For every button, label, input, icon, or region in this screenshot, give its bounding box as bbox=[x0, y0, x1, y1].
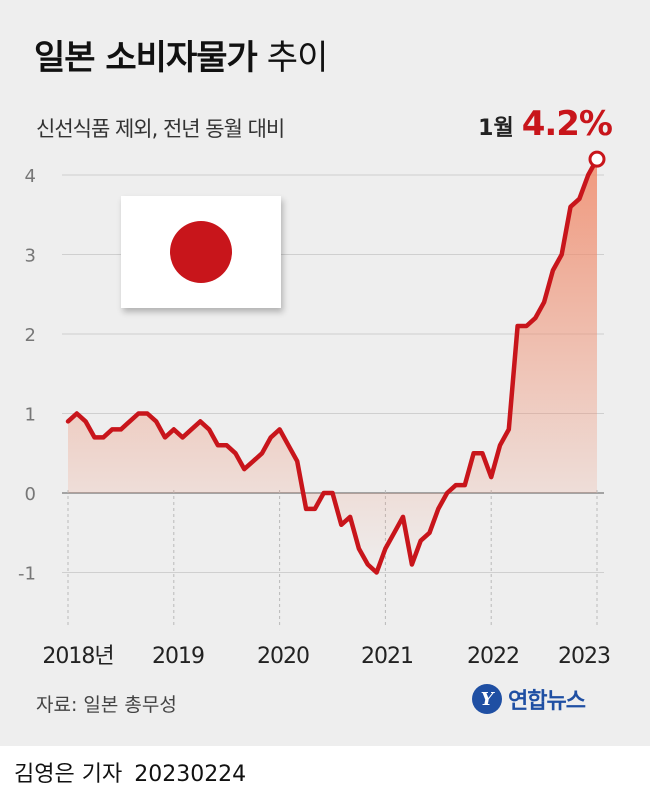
data-point bbox=[287, 444, 290, 447]
data-point bbox=[190, 428, 193, 431]
data-point bbox=[119, 428, 122, 431]
area-fill-layer bbox=[68, 159, 597, 573]
data-point bbox=[181, 436, 184, 439]
data-point bbox=[551, 269, 554, 272]
data-point bbox=[349, 515, 352, 518]
data-point bbox=[322, 492, 325, 495]
data-point bbox=[393, 531, 396, 534]
y-axis-ticks: -1 0 1 2 3 4 bbox=[18, 166, 36, 585]
data-point bbox=[419, 539, 422, 542]
title-main: 일본 소비자물가 bbox=[34, 38, 258, 78]
data-point bbox=[102, 436, 105, 439]
x-tick-label: 2020 bbox=[257, 644, 309, 669]
data-point bbox=[587, 174, 590, 177]
credit-date: 20230224 bbox=[134, 762, 247, 787]
latest-value-callout: 1월 4.2% bbox=[478, 104, 613, 144]
data-point bbox=[569, 205, 572, 208]
page-title: 일본 소비자물가 추이 bbox=[34, 30, 329, 79]
data-point bbox=[578, 197, 581, 200]
data-point bbox=[463, 484, 466, 487]
chart-subtitle: 신선식품 제외, 전년 동월 대비 bbox=[36, 117, 285, 141]
data-point bbox=[437, 507, 440, 510]
data-point bbox=[472, 452, 475, 455]
data-point bbox=[225, 444, 228, 447]
y-tick-label: 0 bbox=[25, 484, 36, 505]
data-point bbox=[164, 436, 167, 439]
data-point bbox=[331, 492, 334, 495]
data-point bbox=[525, 325, 528, 328]
y-tick-label: 4 bbox=[25, 166, 36, 187]
line-layer bbox=[65, 156, 600, 575]
data-point bbox=[410, 563, 413, 566]
latest-value-marker bbox=[588, 150, 606, 168]
data-point bbox=[172, 428, 175, 431]
data-point bbox=[296, 460, 299, 463]
data-point bbox=[507, 428, 510, 431]
data-point bbox=[481, 452, 484, 455]
data-point bbox=[208, 428, 211, 431]
title-suffix: 추이 bbox=[266, 38, 329, 78]
y-tick-label: 3 bbox=[25, 246, 36, 267]
x-tick-label: 2023 bbox=[558, 644, 610, 669]
area-fill bbox=[68, 159, 597, 573]
japan-flag-icon bbox=[121, 196, 281, 308]
x-tick-label: 2021 bbox=[361, 644, 413, 669]
cpi-area-chart: -1 0 1 2 3 4 2018년 2019 2020 2021 2022 2023 bbox=[18, 150, 611, 669]
data-point bbox=[305, 507, 308, 510]
callout-label: 1월 bbox=[478, 116, 514, 141]
data-point bbox=[75, 412, 78, 415]
year-guide-lines bbox=[67, 490, 598, 625]
data-point bbox=[313, 507, 316, 510]
data-point bbox=[155, 420, 158, 423]
yonhap-logo-text: 연합뉴스 bbox=[508, 689, 586, 714]
data-point bbox=[384, 547, 387, 550]
y-tick-label: 2 bbox=[25, 325, 36, 346]
data-point bbox=[261, 452, 264, 455]
data-point bbox=[446, 492, 449, 495]
data-point bbox=[234, 452, 237, 455]
y-tick-label: -1 bbox=[18, 564, 36, 585]
data-point bbox=[402, 515, 405, 518]
data-point bbox=[357, 547, 360, 550]
reporter-credit: 김영은 기자 20230224 bbox=[14, 756, 246, 788]
data-point bbox=[252, 460, 255, 463]
x-tick-label: 2022 bbox=[467, 644, 519, 669]
y-tick-label: 1 bbox=[25, 405, 36, 426]
data-point bbox=[454, 484, 457, 487]
x-axis-ticks: 2018년 2019 2020 2021 2022 2023 bbox=[42, 644, 611, 669]
data-point bbox=[128, 420, 131, 423]
data-point bbox=[243, 468, 246, 471]
data-point bbox=[84, 420, 87, 423]
yonhap-logo-icon: Y bbox=[472, 684, 502, 714]
data-point bbox=[366, 563, 369, 566]
data-point bbox=[375, 571, 378, 574]
data-point bbox=[560, 253, 563, 256]
x-tick-label: 2018년 bbox=[42, 644, 113, 669]
series-line bbox=[65, 156, 600, 575]
data-point bbox=[93, 436, 96, 439]
end-marker-layer bbox=[588, 150, 606, 168]
source-note: 자료: 일본 총무성 bbox=[36, 694, 177, 716]
data-point bbox=[278, 428, 281, 431]
data-point bbox=[216, 444, 219, 447]
data-point bbox=[340, 523, 343, 526]
credit-author: 김영은 기자 bbox=[14, 762, 123, 787]
data-point bbox=[199, 420, 202, 423]
data-point bbox=[534, 317, 537, 320]
data-point bbox=[146, 412, 149, 415]
data-point bbox=[269, 436, 272, 439]
yonhap-logo: Y 연합뉴스 bbox=[472, 683, 586, 715]
data-point bbox=[137, 412, 140, 415]
data-point bbox=[490, 476, 493, 479]
data-point bbox=[111, 428, 114, 431]
callout-value: 4.2% bbox=[521, 104, 613, 144]
data-point bbox=[67, 420, 70, 423]
data-point bbox=[499, 444, 502, 447]
data-point bbox=[543, 301, 546, 304]
x-tick-label: 2019 bbox=[152, 644, 204, 669]
data-point bbox=[516, 325, 519, 328]
data-point bbox=[428, 531, 431, 534]
flag-sun-disc bbox=[170, 221, 232, 283]
